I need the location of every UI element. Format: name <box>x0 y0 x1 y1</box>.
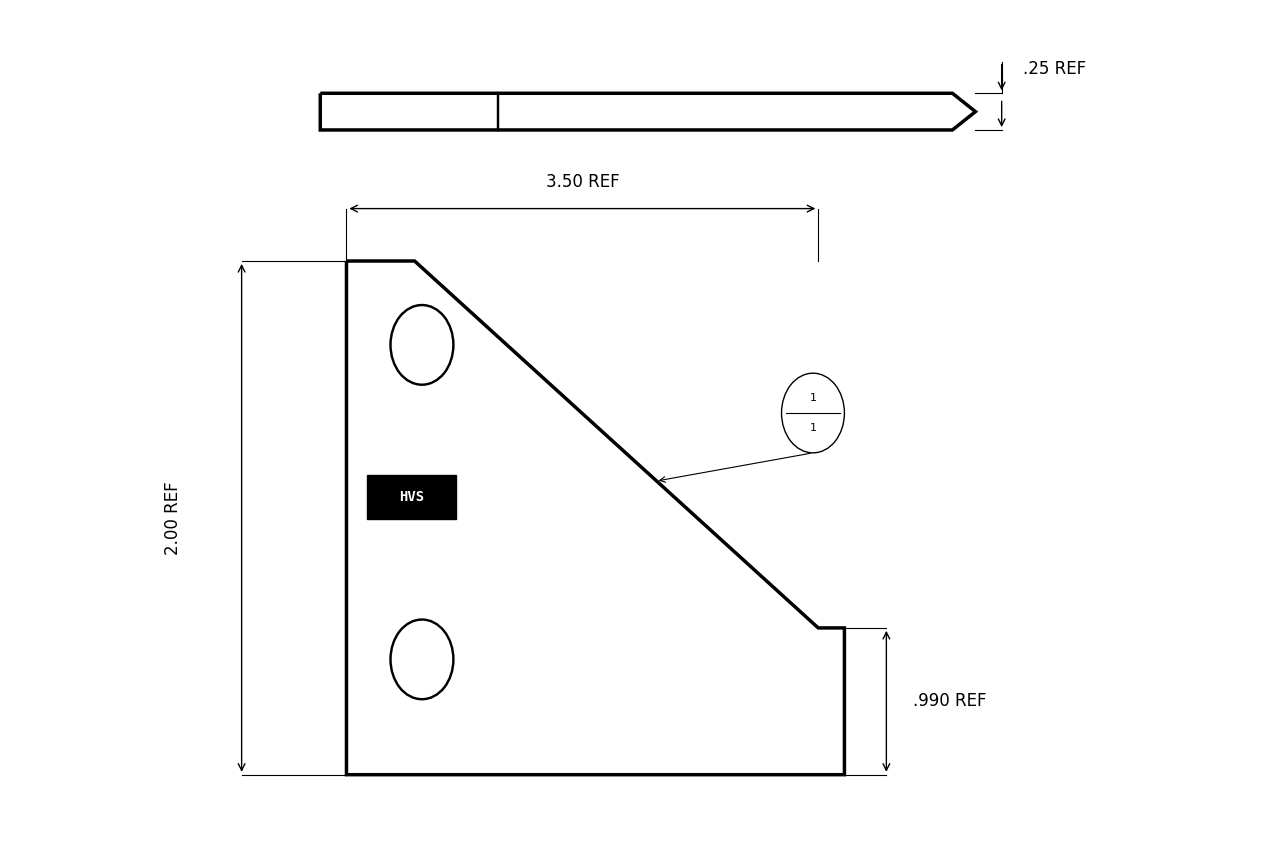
FancyBboxPatch shape <box>367 475 456 519</box>
Text: 1: 1 <box>809 424 817 433</box>
Text: .990 REF: .990 REF <box>913 692 986 711</box>
Text: 1: 1 <box>809 393 817 403</box>
Text: 2.00 REF: 2.00 REF <box>165 481 183 555</box>
Text: 3.50 REF: 3.50 REF <box>545 173 620 191</box>
Text: .25 REF: .25 REF <box>1023 60 1085 78</box>
Text: HVS: HVS <box>399 490 424 504</box>
